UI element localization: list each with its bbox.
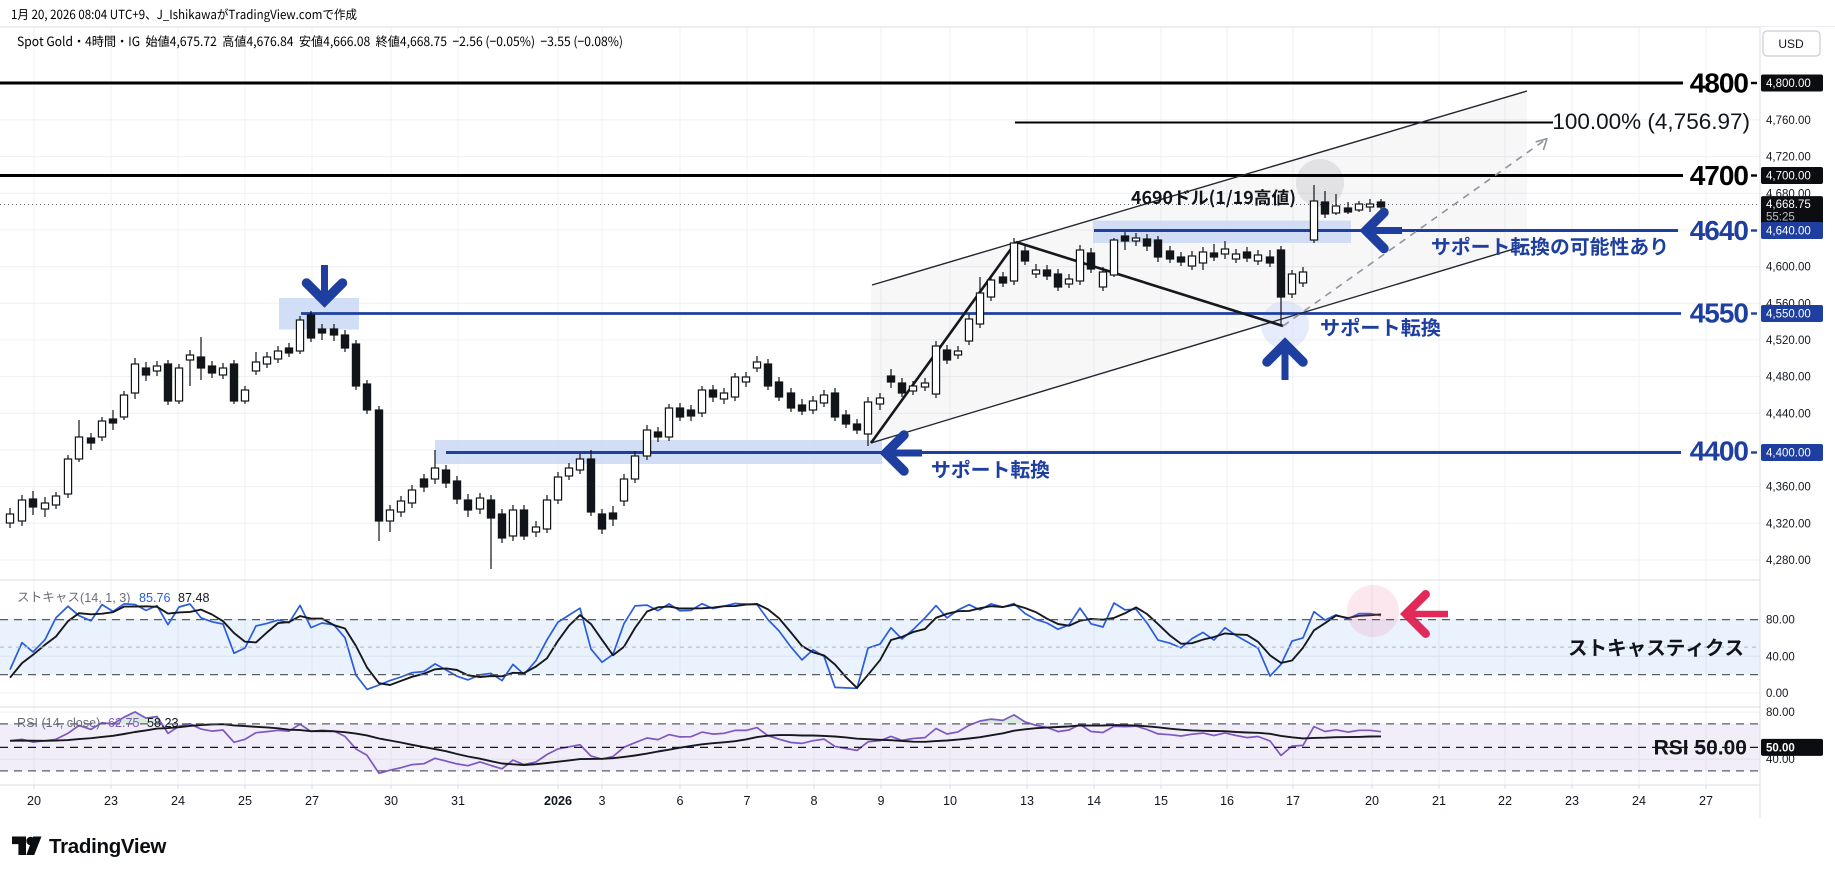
svg-text:100.00% (4,756.97): 100.00% (4,756.97) [1552, 109, 1750, 134]
svg-text:RSI 50.00: RSI 50.00 [1654, 737, 1747, 760]
svg-text:4,550.00: 4,550.00 [1766, 309, 1811, 321]
svg-text:58.23: 58.23 [147, 716, 179, 730]
svg-text:9: 9 [877, 794, 884, 808]
svg-text:40.00: 40.00 [1766, 651, 1795, 663]
svg-text:15: 15 [1154, 794, 1168, 808]
svg-text:21: 21 [1432, 794, 1446, 808]
svg-text:31: 31 [451, 794, 465, 808]
svg-text:4,600.00: 4,600.00 [1766, 262, 1811, 274]
svg-text:4,320.00: 4,320.00 [1766, 518, 1811, 530]
svg-text:14: 14 [1087, 794, 1101, 808]
svg-text:4,520.00: 4,520.00 [1766, 335, 1811, 347]
svg-text:4550: 4550 [1690, 298, 1749, 329]
svg-text:4800: 4800 [1690, 68, 1749, 99]
svg-text:8: 8 [810, 794, 817, 808]
svg-text:2026: 2026 [544, 794, 572, 808]
svg-text:16: 16 [1220, 794, 1234, 808]
svg-text:4,800.00: 4,800.00 [1766, 78, 1811, 90]
svg-text:TradingView: TradingView [49, 835, 166, 858]
svg-text:25: 25 [238, 794, 252, 808]
svg-text:4,640.00: 4,640.00 [1766, 226, 1811, 238]
svg-text:24: 24 [171, 794, 185, 808]
svg-text:22: 22 [1498, 794, 1512, 808]
svg-text:(14, 1, 3): (14, 1, 3) [80, 591, 130, 605]
svg-text:23: 23 [1565, 794, 1579, 808]
svg-text:24: 24 [1632, 794, 1646, 808]
svg-text:55:25: 55:25 [1766, 212, 1795, 224]
svg-text:17: 17 [1286, 794, 1300, 808]
svg-text:3: 3 [598, 794, 605, 808]
svg-text:50.00: 50.00 [1766, 742, 1795, 754]
svg-text:87.48: 87.48 [178, 591, 210, 605]
svg-text:6: 6 [676, 794, 683, 808]
svg-text:4400: 4400 [1690, 436, 1749, 467]
svg-text:4,700.00: 4,700.00 [1766, 171, 1811, 183]
svg-text:27: 27 [305, 794, 319, 808]
svg-text:7: 7 [743, 794, 750, 808]
svg-text:20: 20 [1365, 794, 1379, 808]
svg-text:85.76: 85.76 [139, 591, 171, 605]
svg-text:4,668.75: 4,668.75 [1766, 199, 1811, 211]
svg-text:80.00: 80.00 [1766, 615, 1795, 627]
svg-text:4700: 4700 [1690, 160, 1749, 191]
svg-text:62.75: 62.75 [108, 716, 140, 730]
svg-text:4,760.00: 4,760.00 [1766, 115, 1811, 127]
svg-text:4,360.00: 4,360.00 [1766, 482, 1811, 494]
svg-text:30: 30 [384, 794, 398, 808]
svg-text:80.00: 80.00 [1766, 707, 1795, 719]
svg-text:USD: USD [1778, 37, 1804, 51]
svg-text:40.00: 40.00 [1766, 754, 1795, 766]
svg-text:RSI (14, close): RSI (14, close) [17, 716, 100, 730]
svg-text:20: 20 [27, 794, 41, 808]
svg-text:4,440.00: 4,440.00 [1766, 408, 1811, 420]
svg-text:27: 27 [1699, 794, 1713, 808]
svg-text:10: 10 [943, 794, 957, 808]
svg-text:4,280.00: 4,280.00 [1766, 555, 1811, 567]
svg-text:4,400.00: 4,400.00 [1766, 448, 1811, 460]
svg-text:4,720.00: 4,720.00 [1766, 152, 1811, 164]
svg-text:23: 23 [104, 794, 118, 808]
svg-text:4,480.00: 4,480.00 [1766, 372, 1811, 384]
svg-text:4640: 4640 [1690, 215, 1749, 246]
svg-text:0.00: 0.00 [1766, 688, 1788, 700]
svg-text:13: 13 [1020, 794, 1034, 808]
